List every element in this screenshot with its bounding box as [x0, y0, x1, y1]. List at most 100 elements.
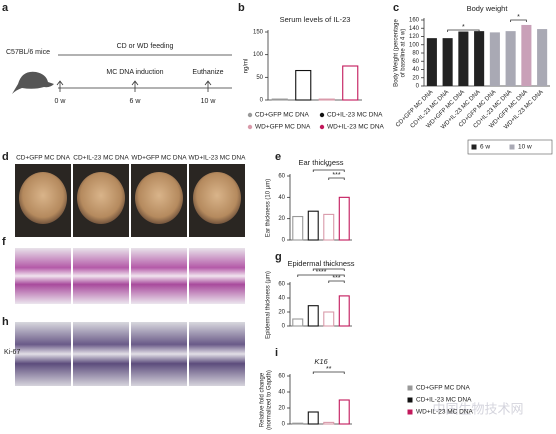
- legend-label: CD+IL-23 MC DNA: [416, 397, 472, 404]
- bar: [338, 399, 350, 425]
- y-tick-label: 50: [256, 75, 263, 81]
- legend-label: CD+GFP MC DNA: [416, 385, 471, 392]
- significance-label: *: [517, 14, 520, 21]
- y-tick-label: 100: [409, 42, 420, 48]
- panel-label: b: [238, 2, 245, 14]
- significance-label: **: [326, 366, 332, 373]
- y-tick-label: 60: [278, 174, 285, 180]
- significance-bracket: [328, 177, 345, 180]
- ear: [193, 172, 241, 224]
- ki67-image: [73, 322, 129, 386]
- y-tick-label: 20: [278, 310, 285, 316]
- timeline: C57BL/6 mice CD or WD feeding MC DNA ind…: [6, 43, 232, 105]
- legend-box: [467, 139, 553, 155]
- legend-marker: [509, 144, 515, 150]
- y-tick-label: 0: [260, 98, 264, 104]
- y-tick-label: 60: [278, 374, 285, 380]
- photo-label: CD+IL-23 MC DNA: [73, 155, 129, 162]
- panel-label: d: [2, 151, 9, 163]
- y-tick-label: 100: [253, 52, 264, 58]
- photo-label: WD+GFP MC DNA: [131, 155, 187, 162]
- legend-marker: [319, 124, 325, 130]
- time-label: 0 w: [55, 98, 67, 105]
- time-label: 6 w: [130, 98, 142, 105]
- bar: [292, 318, 304, 327]
- bar: [271, 98, 288, 101]
- y-tick-label: 60: [278, 282, 285, 288]
- feeding-label: CD or WD feeding: [117, 43, 174, 50]
- significance-bracket: [297, 274, 345, 277]
- euthanize-label: Euthanize: [192, 69, 223, 76]
- significance-bracket: [510, 19, 527, 22]
- y-tick-label: 120: [409, 34, 420, 40]
- photo-label: CD+GFP MC DNA: [16, 155, 71, 162]
- bar: [338, 196, 350, 241]
- y-tick-label: 0: [416, 84, 420, 90]
- watermark: 中国生物技术网: [432, 401, 523, 416]
- legend-label: 10 w: [518, 144, 532, 151]
- bar: [292, 422, 304, 425]
- significance-label: *: [327, 263, 330, 270]
- he-image: [189, 248, 245, 304]
- bar: [474, 31, 485, 86]
- legend-label: WD+IL-23 MC DNA: [416, 409, 474, 416]
- y-axis-label: Ear thickness (10 µm): [266, 179, 272, 237]
- legend-marker: [471, 144, 477, 150]
- bar: [342, 65, 359, 101]
- he-image: [131, 248, 187, 304]
- y-tick-label: 80: [412, 51, 419, 57]
- significance-label: ***: [332, 275, 340, 282]
- bar: [426, 38, 437, 86]
- legend-label: WD+IL-23 MC DNA: [327, 124, 385, 131]
- y-tick-label: 40: [412, 67, 419, 73]
- time-label: 10 w: [201, 98, 217, 105]
- arrows: [56, 80, 212, 92]
- panel-label: h: [2, 316, 9, 328]
- significance-bracket: [312, 371, 345, 374]
- chart-title: Serum levels of IL-23: [280, 15, 351, 24]
- bar: [323, 421, 335, 425]
- y-tick-label: 0: [282, 324, 286, 330]
- significance-bracket: [328, 280, 345, 283]
- strain: C57BL/6 mice: [6, 49, 50, 56]
- bar: [323, 311, 335, 327]
- y-axis-label: (normalized to Gapdh): [267, 370, 273, 430]
- y-tick-label: 60: [412, 59, 419, 65]
- panel-label: a: [2, 2, 9, 14]
- bar: [521, 24, 532, 86]
- y-tick-label: 20: [278, 406, 285, 412]
- chart-title: K16: [314, 357, 328, 366]
- bar: [292, 215, 304, 241]
- he-image: [73, 248, 129, 304]
- y-tick-label: 20: [278, 216, 285, 222]
- ki67-image: [15, 322, 71, 386]
- bar: [505, 31, 516, 86]
- significance-label: **: [326, 164, 332, 171]
- legend-label: CD+IL-23 MC DNA: [327, 112, 383, 119]
- bar: [338, 295, 350, 327]
- significance-label: *: [462, 24, 465, 31]
- panel-label: e: [275, 151, 281, 163]
- y-axis-label: ng/ml: [244, 59, 250, 74]
- legend-label: WD+GFP MC DNA: [255, 124, 311, 131]
- y-axis-label: of baseline at 4 w): [401, 29, 407, 78]
- y-axis-label: Epidermal thickness (µm): [266, 271, 272, 339]
- bar: [318, 98, 335, 101]
- significance-bracket: [312, 268, 345, 271]
- bar: [295, 69, 312, 101]
- bar: [458, 31, 469, 86]
- legend-marker: [319, 112, 325, 118]
- bar: [323, 213, 335, 241]
- y-axis-label: Relative fold change: [260, 372, 266, 427]
- chart-title: Body weight: [467, 4, 509, 13]
- induction-label: MC DNA induction: [106, 69, 163, 76]
- ear: [135, 172, 183, 224]
- y-tick-label: 0: [282, 422, 286, 428]
- y-tick-label: 150: [253, 30, 264, 36]
- mouse-icon: [12, 71, 54, 94]
- bar: [442, 38, 453, 86]
- bar: [307, 411, 319, 425]
- significance-bracket: [312, 169, 345, 172]
- photo-panels: [15, 164, 245, 386]
- stain-label: Ki-67: [4, 349, 20, 356]
